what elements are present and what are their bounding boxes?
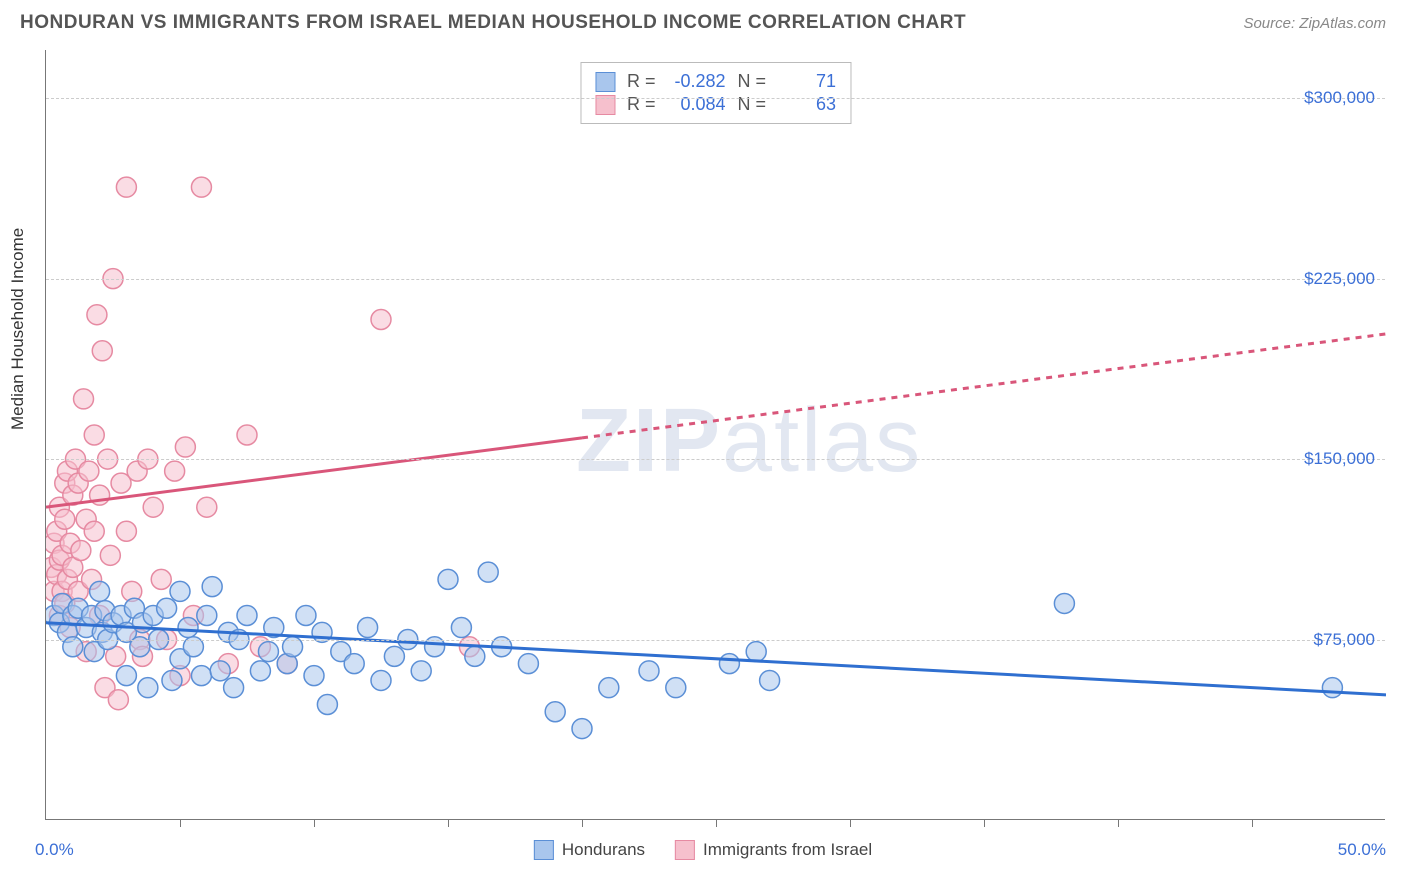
x-tick: [1252, 819, 1253, 827]
x-tick: [850, 819, 851, 827]
x-tick: [448, 819, 449, 827]
chart-title: HONDURAN VS IMMIGRANTS FROM ISRAEL MEDIA…: [20, 12, 966, 34]
gridline: [46, 640, 1385, 641]
x-tick: [716, 819, 717, 827]
x-tick: [984, 819, 985, 827]
legend-row-blue: R = -0.282 N = 71: [595, 71, 836, 92]
y-tick-label: $225,000: [1304, 269, 1375, 289]
series-legend: Hondurans Immigrants from Israel: [534, 840, 872, 860]
y-tick-label: $75,000: [1314, 630, 1375, 650]
x-axis-min-label: 0.0%: [35, 840, 74, 860]
scatter-plot-svg: [46, 50, 1386, 820]
x-tick: [180, 819, 181, 827]
gridline: [46, 459, 1385, 460]
swatch-blue: [595, 72, 615, 92]
swatch-pink: [675, 840, 695, 860]
correlation-legend: R = -0.282 N = 71 R = 0.084 N = 63: [580, 62, 851, 124]
x-tick: [314, 819, 315, 827]
legend-item-israel: Immigrants from Israel: [675, 840, 872, 860]
legend-item-hondurans: Hondurans: [534, 840, 645, 860]
y-tick-label: $300,000: [1304, 88, 1375, 108]
x-tick: [582, 819, 583, 827]
x-tick: [1118, 819, 1119, 827]
gridline: [46, 279, 1385, 280]
chart-plot-area: ZIPatlas R = -0.282 N = 71 R = 0.084 N =…: [45, 50, 1385, 820]
gridline: [46, 98, 1385, 99]
x-axis-max-label: 50.0%: [1338, 840, 1386, 860]
y-tick-label: $150,000: [1304, 449, 1375, 469]
y-axis-label: Median Household Income: [8, 228, 28, 430]
source-attribution: Source: ZipAtlas.com: [1243, 15, 1386, 32]
swatch-blue: [534, 840, 554, 860]
